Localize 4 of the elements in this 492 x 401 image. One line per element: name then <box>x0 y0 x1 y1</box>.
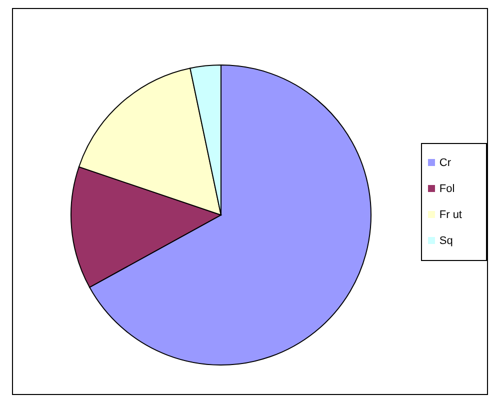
legend-label: Sq <box>439 234 453 246</box>
legend-label: Fol <box>439 182 455 194</box>
legend-label: Fr ut <box>439 208 462 220</box>
legend-label: Cr <box>439 156 451 168</box>
